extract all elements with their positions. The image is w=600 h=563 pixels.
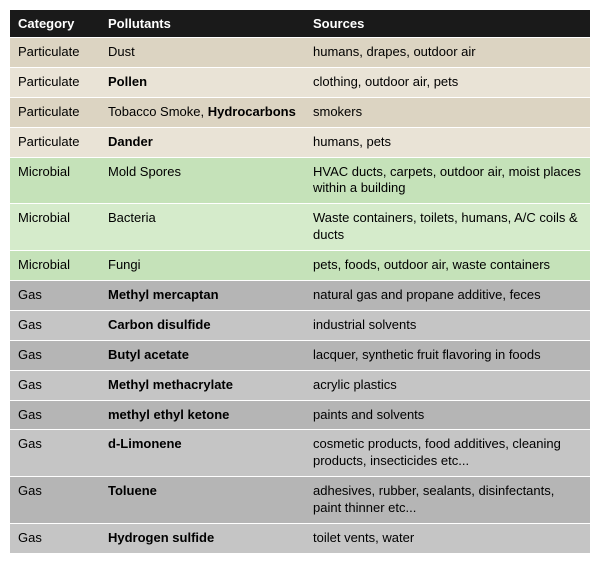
pollutant-bold: Dander <box>108 134 153 149</box>
table-row: Particulate Dander humans, pets <box>10 127 590 157</box>
cell-category: Gas <box>10 340 100 370</box>
cell-category: Gas <box>10 400 100 430</box>
cell-pollutant: Dander <box>100 127 305 157</box>
pollutant-bold: Hydrogen sulfide <box>108 530 214 545</box>
pollutant-bold: Pollen <box>108 74 147 89</box>
table-row: ParticulateTobacco Smoke, Hydrocarbonssm… <box>10 97 590 127</box>
table-row: Microbial Fungi pets, foods, outdoor air, … <box>10 251 590 281</box>
header-row: Category Pollutants Sources <box>10 10 590 38</box>
table-row: Gas methyl ethyl ketone paints and solvent… <box>10 400 590 430</box>
cell-pollutant: Tobacco Smoke, Hydrocarbons <box>100 97 305 127</box>
cell-sources: natural gas and propane additive, feces <box>305 281 590 311</box>
table-row: Gas Methyl mercaptan natural gas and propa… <box>10 281 590 311</box>
table-row: Gas Carbon disulfide industrial solvents <box>10 310 590 340</box>
cell-category: Gas <box>10 281 100 311</box>
cell-sources: pets, foods, outdoor air, waste containe… <box>305 251 590 281</box>
pollutant-bold: d-Limonene <box>108 436 182 451</box>
cell-sources: paints and solvents <box>305 400 590 430</box>
cell-pollutant: methyl ethyl ketone <box>100 400 305 430</box>
cell-category: Microbial <box>10 204 100 251</box>
header-pollutants: Pollutants <box>100 10 305 38</box>
cell-pollutant: Fungi <box>100 251 305 281</box>
cell-category: Particulate <box>10 38 100 68</box>
cell-sources: lacquer, synthetic fruit flavoring in fo… <box>305 340 590 370</box>
cell-pollutant: d-Limonene <box>100 430 305 477</box>
pollutant-text: Bacteria <box>108 210 156 225</box>
header-category: Category <box>10 10 100 38</box>
cell-pollutant: Toluene <box>100 477 305 524</box>
cell-sources: adhesives, rubber, sealants, disinfectan… <box>305 477 590 524</box>
cell-category: Particulate <box>10 127 100 157</box>
pollutants-table: Category Pollutants Sources Particulate D… <box>10 10 590 553</box>
cell-sources: smokers <box>305 97 590 127</box>
cell-pollutant: Pollen <box>100 67 305 97</box>
table-row: Gas d-Limonene cosmetic products, food add… <box>10 430 590 477</box>
cell-category: Gas <box>10 370 100 400</box>
pollutant-bold: Carbon disulfide <box>108 317 211 332</box>
table-row: Gas Hydrogen sulfide toilet vents, water <box>10 524 590 553</box>
pollutant-bold: Hydrocarbons <box>208 104 296 119</box>
cell-sources: cosmetic products, food additives, clean… <box>305 430 590 477</box>
cell-category: Particulate <box>10 97 100 127</box>
pollutant-bold: Methyl methacrylate <box>108 377 233 392</box>
table-row: Gas Toluene adhesives, rubber, sealants, d… <box>10 477 590 524</box>
cell-sources: Waste containers, toilets, humans, A/C c… <box>305 204 590 251</box>
cell-sources: HVAC ducts, carpets, outdoor air, moist … <box>305 157 590 204</box>
cell-pollutant: Dust <box>100 38 305 68</box>
table-body: Particulate Dust humans, drapes, outdoor a… <box>10 38 590 553</box>
pollutant-bold: Butyl acetate <box>108 347 189 362</box>
pollutant-text: Tobacco Smoke, <box>108 104 208 119</box>
cell-category: Particulate <box>10 67 100 97</box>
cell-pollutant: Carbon disulfide <box>100 310 305 340</box>
cell-pollutant: Methyl mercaptan <box>100 281 305 311</box>
table-row: Microbial Bacteria Waste containers, toile… <box>10 204 590 251</box>
cell-category: Gas <box>10 524 100 553</box>
cell-category: Microbial <box>10 251 100 281</box>
cell-category: Microbial <box>10 157 100 204</box>
table-row: Particulate Dust humans, drapes, outdoor a… <box>10 38 590 68</box>
table-row: Gas Butyl acetate lacquer, synthetic fruit… <box>10 340 590 370</box>
pollutant-text: Fungi <box>108 257 141 272</box>
header-sources: Sources <box>305 10 590 38</box>
cell-sources: acrylic plastics <box>305 370 590 400</box>
cell-sources: humans, pets <box>305 127 590 157</box>
table-row: Particulate Pollen clothing, outdoor air, … <box>10 67 590 97</box>
cell-pollutant: Mold Spores <box>100 157 305 204</box>
pollutant-text: Mold Spores <box>108 164 181 179</box>
pollutant-bold: Toluene <box>108 483 157 498</box>
pollutant-bold: Methyl mercaptan <box>108 287 219 302</box>
cell-pollutant: Methyl methacrylate <box>100 370 305 400</box>
cell-sources: clothing, outdoor air, pets <box>305 67 590 97</box>
pollutant-text: Dust <box>108 44 135 59</box>
cell-pollutant: Bacteria <box>100 204 305 251</box>
cell-pollutant: Hydrogen sulfide <box>100 524 305 553</box>
cell-sources: humans, drapes, outdoor air <box>305 38 590 68</box>
cell-pollutant: Butyl acetate <box>100 340 305 370</box>
cell-category: Gas <box>10 310 100 340</box>
cell-sources: toilet vents, water <box>305 524 590 553</box>
cell-sources: industrial solvents <box>305 310 590 340</box>
cell-category: Gas <box>10 477 100 524</box>
table-row: Gas Methyl methacrylate acrylic plastics <box>10 370 590 400</box>
table-row: Microbial Mold Spores HVAC ducts, carpets,… <box>10 157 590 204</box>
pollutant-bold: methyl ethyl ketone <box>108 407 229 422</box>
cell-category: Gas <box>10 430 100 477</box>
